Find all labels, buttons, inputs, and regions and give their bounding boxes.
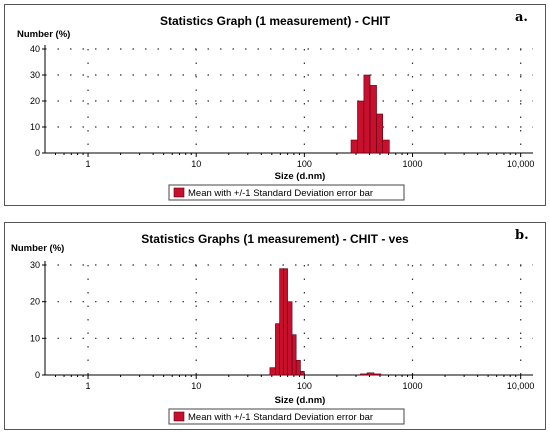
chart-a-y-tick-label: 0: [35, 148, 40, 158]
chart-b-x-tick-label: 1: [86, 381, 91, 391]
chart-a-legend-box: [168, 184, 405, 201]
chart-b-x-tick-label: 10: [191, 381, 201, 391]
chart-b-bar: [279, 268, 284, 376]
chart-panel-b: Statistics Graphs (1 measurement) - CHIT…: [4, 222, 546, 430]
chart-b-bar: [269, 367, 276, 376]
chart-a-xlabel: Size (d.nm): [275, 171, 326, 182]
chart-a-legend-label: Mean with +/-1 Standard Deviation error …: [188, 188, 373, 199]
chart-b-y-tick-label: 30: [30, 260, 40, 270]
chart-b-y-tick-label: 0: [35, 370, 40, 380]
chart-a-bar: [363, 74, 371, 154]
chart-b-bar: [295, 360, 301, 376]
chart-a-x-tick-label: 10,000: [507, 159, 535, 169]
chart-b-bar: [291, 334, 297, 376]
chart-b-legend-box: [168, 408, 405, 425]
chart-a-x-tick-label: 10: [191, 159, 201, 169]
chart-b-x-tick-label: 100: [297, 381, 312, 391]
chart-a-title: Statistics Graph (1 measurement) - CHIT: [160, 14, 391, 28]
chart-b-bar: [366, 372, 375, 376]
chart-b-panel-letter: b.: [515, 228, 529, 243]
chart-a-y-tick-label: 40: [30, 44, 40, 54]
chart-b-bar: [283, 268, 288, 376]
chart-a-bar: [357, 100, 365, 154]
chart-b-xlabel: Size (d.nm): [275, 395, 326, 406]
chart-b-x-tick-label: 1000: [403, 381, 423, 391]
chart-b-bar: [287, 301, 293, 376]
chart-a-x-tick-label: 100: [297, 159, 312, 169]
chart-a-x-tick-label: 1000: [403, 159, 423, 169]
chart-b-title: Statistics Graphs (1 measurement) - CHIT…: [141, 232, 409, 246]
chart-a-bar: [382, 139, 390, 154]
chart-panel-a: Statistics Graph (1 measurement) - CHIT …: [4, 4, 546, 206]
chart-b-bar: [275, 323, 280, 376]
chart-b-y-tick-label: 10: [30, 333, 40, 343]
chart-b-legend-label: Mean with +/-1 Standard Deviation error …: [188, 412, 373, 423]
chart-a-y-tick-label: 10: [30, 122, 40, 132]
chart-a-svg: Statistics Graph (1 measurement) - CHIT …: [17, 10, 535, 201]
chart-a-y-tick-label: 30: [30, 70, 40, 80]
chart-a-bar: [376, 113, 383, 154]
chart-b-svg: Statistics Graphs (1 measurement) - CHIT…: [11, 228, 535, 425]
chart-b-x-tick-label: 10,000: [507, 381, 535, 391]
chart-b-bar: [373, 373, 382, 376]
chart-a-bar: [350, 139, 358, 154]
chart-a-x-tick-label: 1: [86, 159, 91, 169]
chart-a-bar: [369, 85, 377, 154]
chart-a-y-tick-label: 20: [30, 96, 40, 106]
chart-b-ylabel: Number (%): [11, 243, 64, 254]
chart-b-legend-swatch: [173, 411, 185, 422]
chart-b-bar: [360, 373, 368, 376]
chart-a-ylabel: Number (%): [17, 29, 70, 40]
chart-b-y-tick-label: 20: [30, 297, 40, 307]
chart-a-panel-letter: a.: [515, 10, 528, 25]
chart-a-legend-swatch: [173, 187, 185, 198]
chart-b-bar: [300, 371, 305, 376]
